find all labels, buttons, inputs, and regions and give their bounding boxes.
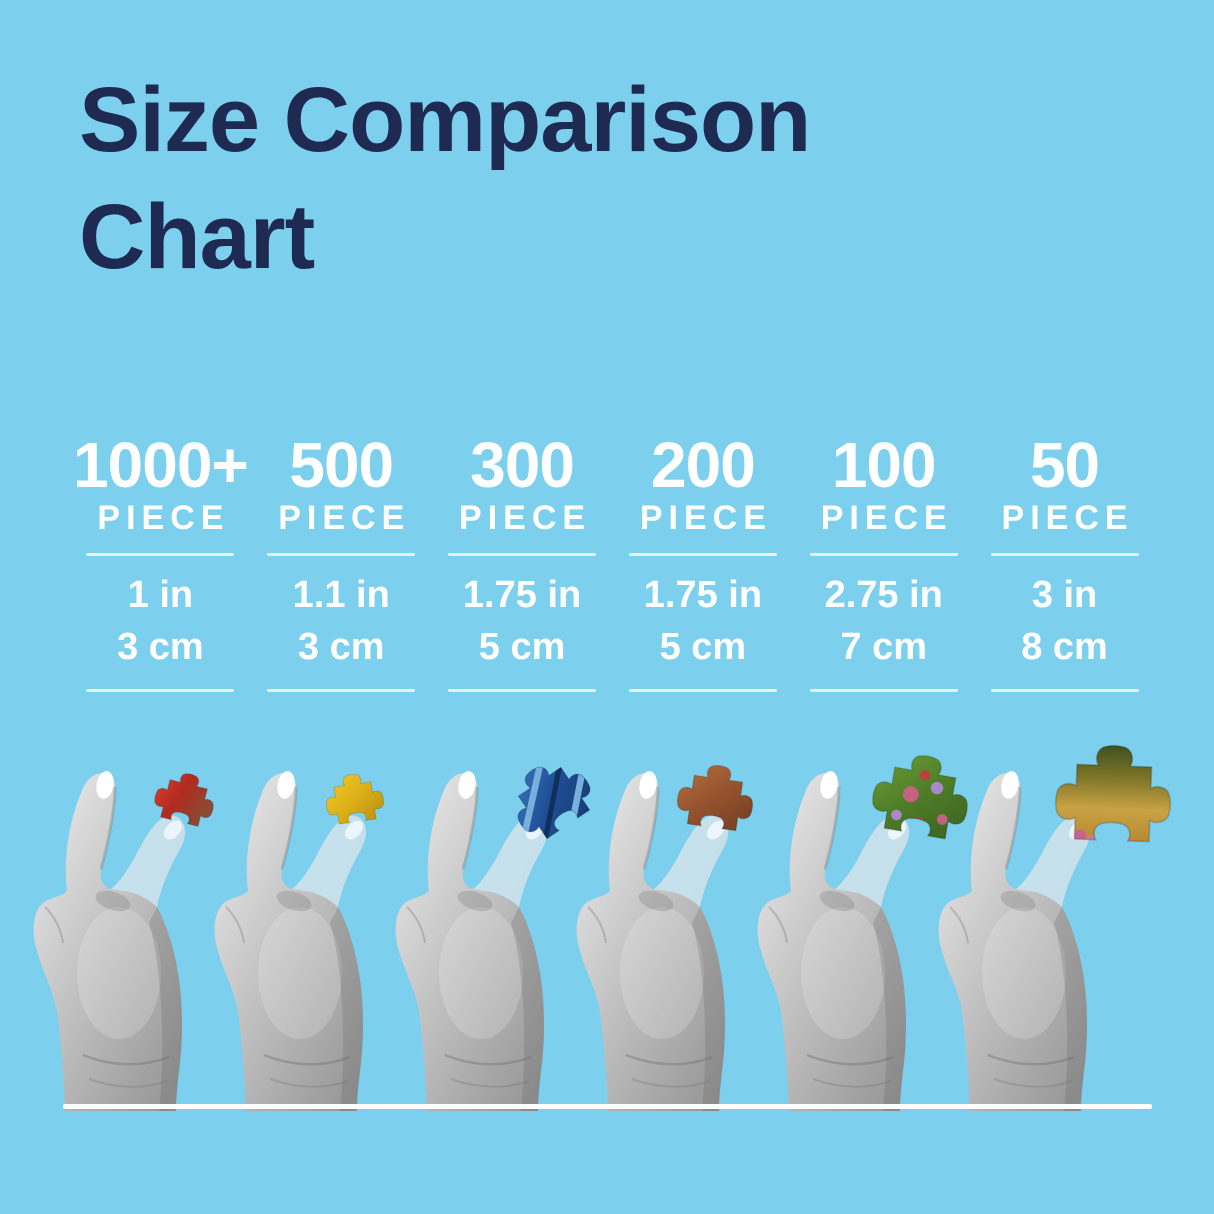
thumb-nail bbox=[639, 771, 657, 799]
piece-count: 500 bbox=[289, 429, 394, 501]
size-column: 300 PIECE 1.75 in 5 cm bbox=[432, 433, 613, 692]
index-fingernail bbox=[345, 820, 364, 840]
piece-count-unit: PIECE bbox=[459, 499, 592, 537]
size-column: 1000+ PIECE 1 in 3 cm bbox=[70, 433, 251, 692]
size-centimeters: 3 cm bbox=[297, 626, 385, 668]
divider-rule-top bbox=[267, 553, 416, 556]
hand-photo bbox=[34, 771, 186, 1111]
size-column: 500 PIECE 1.1 in 3 cm bbox=[251, 433, 432, 692]
size-centimeters: 8 cm bbox=[1021, 626, 1108, 668]
divider-rule-bottom bbox=[809, 689, 958, 692]
hand-photo bbox=[576, 771, 728, 1111]
index-fingernail bbox=[706, 820, 725, 840]
size-column: 200 PIECE 1.75 in 5 cm bbox=[612, 433, 793, 692]
size-inches: 1.1 in bbox=[292, 574, 390, 616]
hand-photo bbox=[395, 771, 548, 1111]
thumb-nail bbox=[1000, 771, 1019, 799]
size-centimeters: 5 cm bbox=[478, 626, 566, 668]
divider-rule-top bbox=[809, 553, 958, 556]
size-centimeters: 3 cm bbox=[117, 626, 204, 668]
divider-rule-bottom bbox=[448, 689, 597, 692]
piece-count: 300 bbox=[470, 429, 575, 501]
thumb-nail bbox=[96, 771, 115, 799]
size-inches: 1 in bbox=[127, 574, 194, 616]
divider-rule-bottom bbox=[990, 689, 1139, 692]
size-inches: 1.75 in bbox=[462, 574, 582, 616]
piece-count: 1000+ bbox=[73, 429, 249, 501]
piece-count-unit: PIECE bbox=[639, 499, 772, 537]
piece-count-unit: PIECE bbox=[1001, 499, 1134, 537]
piece-count: 50 bbox=[1029, 429, 1100, 501]
thumb-nail bbox=[820, 771, 838, 799]
hand-photo bbox=[757, 771, 909, 1111]
piece-count: 200 bbox=[651, 429, 756, 501]
size-inches: 3 in bbox=[1031, 574, 1098, 616]
hand-photo bbox=[938, 771, 1090, 1111]
index-fingernail bbox=[164, 820, 183, 840]
puzzle-piece-icon bbox=[676, 764, 753, 832]
puzzle-piece-icon bbox=[517, 755, 591, 847]
puzzle-piece-icon bbox=[154, 773, 215, 827]
divider-rule-top bbox=[990, 553, 1139, 556]
divider-rule-bottom bbox=[86, 689, 235, 692]
divider-rule-bottom bbox=[267, 689, 416, 692]
hand-photo bbox=[214, 771, 367, 1111]
hand-cell bbox=[214, 711, 432, 1111]
divider-rule-top bbox=[448, 553, 597, 556]
hands-row bbox=[34, 711, 1171, 1111]
page-title-line1: Size Comparison bbox=[79, 69, 811, 171]
hand-cell bbox=[395, 711, 613, 1111]
piece-count: 100 bbox=[831, 429, 937, 501]
thumb-nail bbox=[277, 771, 295, 799]
size-inches: 1.75 in bbox=[643, 574, 763, 616]
hand-cell bbox=[757, 711, 974, 1111]
divider-rule-bottom bbox=[628, 689, 777, 692]
piece-count-unit: PIECE bbox=[278, 499, 411, 537]
puzzle-piece-icon bbox=[326, 774, 385, 825]
hand-cell bbox=[938, 711, 1171, 1111]
size-column: 100 PIECE 2.75 in 7 cm bbox=[793, 433, 974, 692]
thumb-nail bbox=[458, 771, 476, 799]
size-centimeters: 7 cm bbox=[840, 626, 928, 668]
size-inches: 2.75 in bbox=[824, 574, 943, 616]
divider-rule-top bbox=[86, 553, 235, 556]
piece-count-unit: PIECE bbox=[820, 499, 953, 537]
page-title: Size Comparison Chart bbox=[79, 62, 811, 296]
puzzle-piece-icon bbox=[871, 755, 968, 840]
puzzle-piece-icon bbox=[1054, 744, 1171, 843]
divider-rule-top bbox=[628, 553, 777, 556]
hand-cell bbox=[34, 711, 251, 1111]
page-title-line2: Chart bbox=[79, 186, 315, 288]
baseline-rule bbox=[63, 1104, 1152, 1109]
size-centimeters: 5 cm bbox=[659, 626, 747, 668]
hand-cell bbox=[576, 711, 793, 1111]
piece-count-unit: PIECE bbox=[97, 499, 230, 537]
size-column: 50 PIECE 3 in 8 cm bbox=[974, 433, 1155, 692]
size-table: 1000+ PIECE 1 in 3 cm 500 PIECE 1.1 in 3… bbox=[70, 433, 1155, 692]
